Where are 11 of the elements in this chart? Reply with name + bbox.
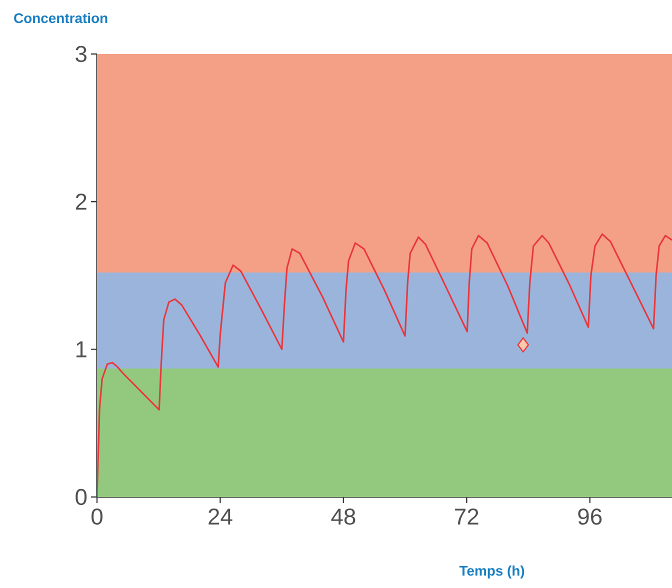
x-tick-label: 48 bbox=[331, 508, 356, 525]
y-axis-title: Concentration bbox=[14, 12, 108, 24]
x-tick-label: 0 bbox=[92, 508, 102, 525]
y-tick-label: 2 bbox=[76, 194, 86, 210]
x-tick-label: 72 bbox=[455, 508, 478, 525]
x-tick-label: 96 bbox=[578, 508, 602, 525]
y-tick-label: 1 bbox=[76, 341, 86, 358]
y-tick-label: 0 bbox=[76, 488, 87, 506]
x-tick-label: 24 bbox=[208, 508, 232, 525]
x-axis-title: Temps (h) bbox=[459, 565, 524, 578]
y-tick-label: 3 bbox=[76, 46, 86, 62]
